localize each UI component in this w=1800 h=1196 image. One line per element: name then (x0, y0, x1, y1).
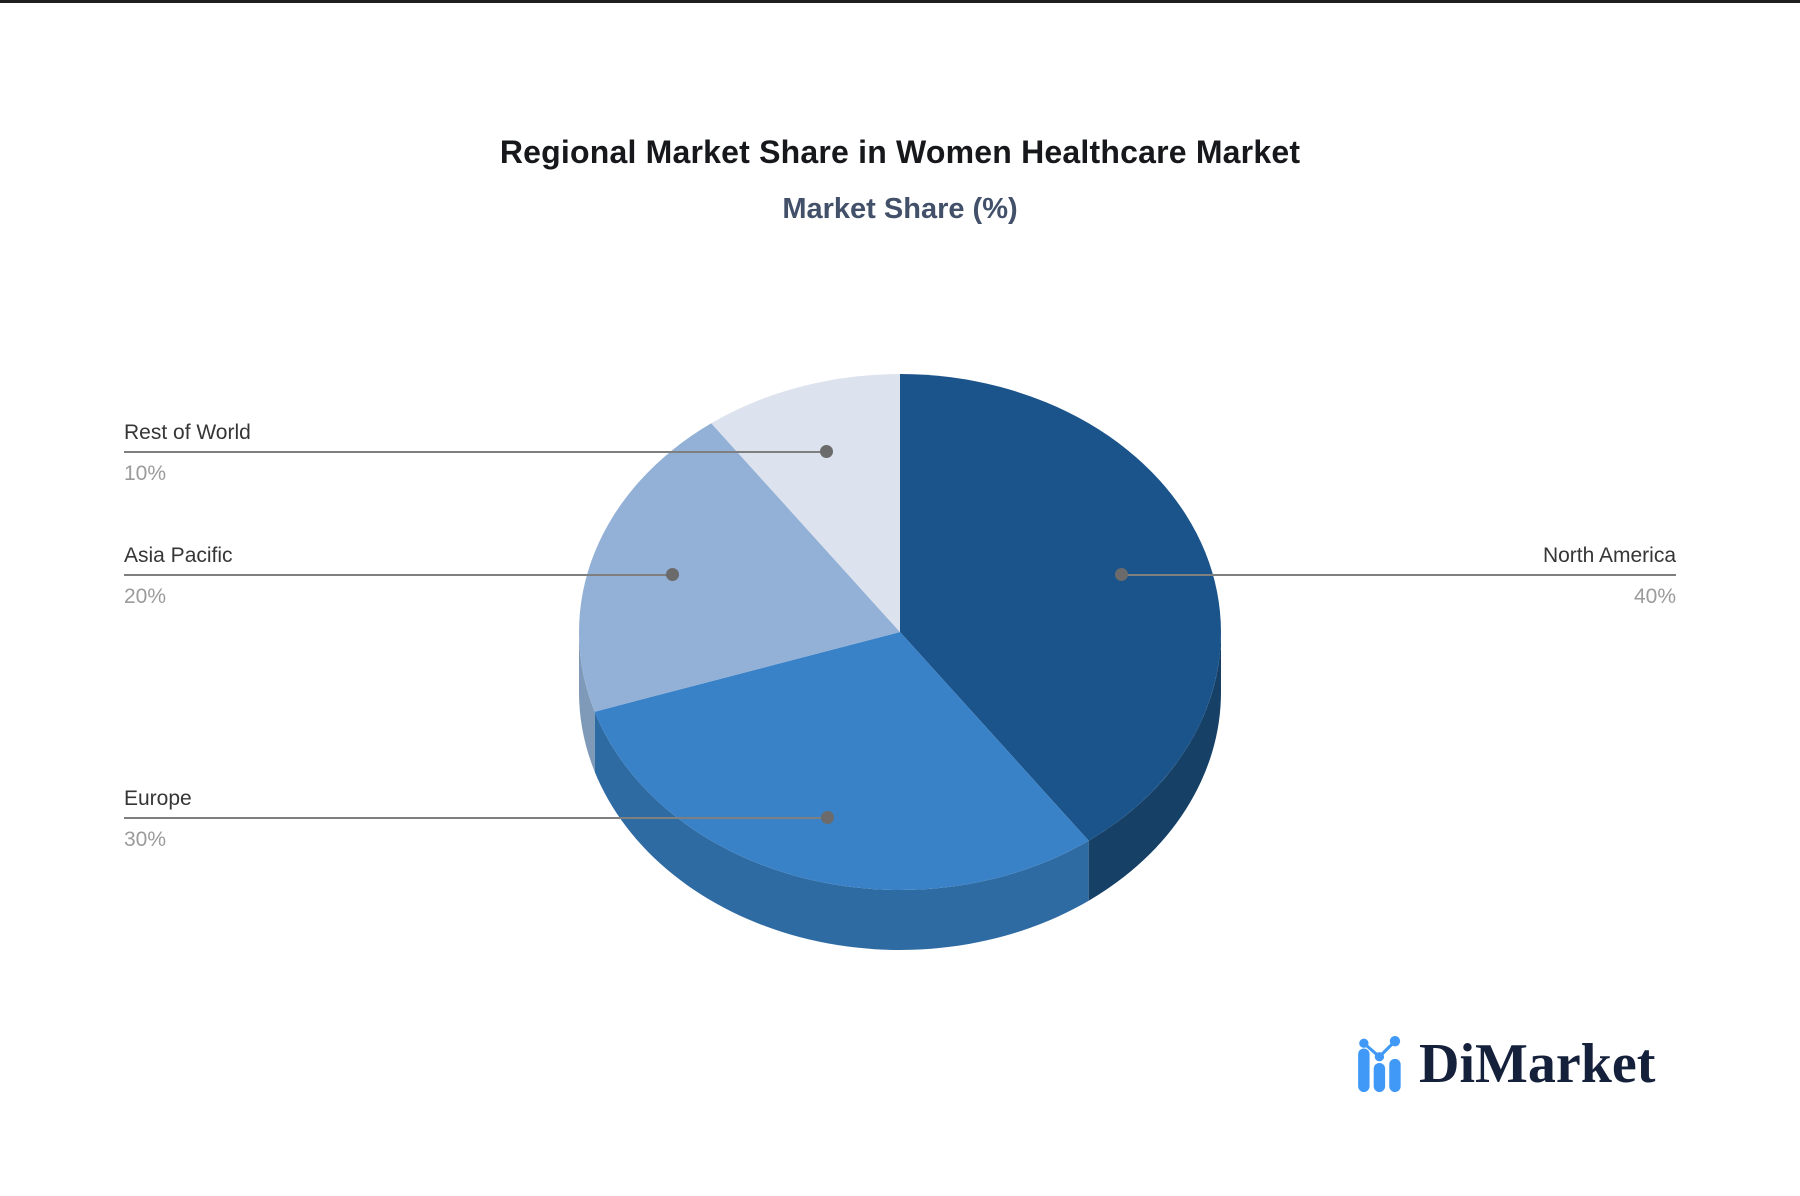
callout-label: Asia Pacific (124, 544, 233, 567)
leader-line (124, 568, 679, 581)
bar-line-chart-icon (1358, 1036, 1401, 1092)
leader-dot (1115, 568, 1128, 581)
pie-slice-europe[interactable] (594, 632, 1089, 890)
callout-north-america: North America 40% (1115, 543, 1676, 610)
callout-value: 30% (124, 828, 167, 851)
leader-dot (666, 568, 679, 581)
pie-side-north-america (1088, 632, 1221, 901)
callout-rest-of-world: Rest of World 10% (124, 420, 833, 487)
callout-label: Europe (124, 787, 192, 810)
brand-wordmark: DiMarket (1419, 1033, 1656, 1095)
leader-dot (820, 445, 833, 458)
callout-value: 10% (124, 462, 167, 485)
leader-dot (821, 811, 834, 824)
pie-slice-rest-of-world[interactable] (711, 374, 900, 632)
brand-logo: DiMarket (1358, 1034, 1655, 1094)
callout-europe: Europe 30% (124, 786, 834, 853)
top-border (0, 0, 1800, 3)
callout-asia-pacific: Asia Pacific 20% (124, 543, 679, 610)
leader-line (124, 811, 834, 824)
callout-value: 20% (124, 585, 167, 608)
pie-slice-north-america[interactable] (900, 374, 1221, 841)
chart-title: Regional Market Share in Women Healthcar… (499, 134, 1301, 170)
callout-label: Rest of World (124, 421, 251, 444)
pie-chart (579, 374, 1221, 950)
leader-line (1115, 568, 1676, 581)
pie-slice-asia-pacific[interactable] (579, 423, 900, 712)
pie-side-europe (594, 711, 1089, 950)
chart-subtitle: Market Share (%) (782, 193, 1018, 225)
pie-side-asia-pacific (579, 632, 595, 772)
leader-line (124, 445, 833, 458)
callout-value: 40% (1633, 585, 1676, 608)
callout-label: North America (1542, 544, 1676, 567)
